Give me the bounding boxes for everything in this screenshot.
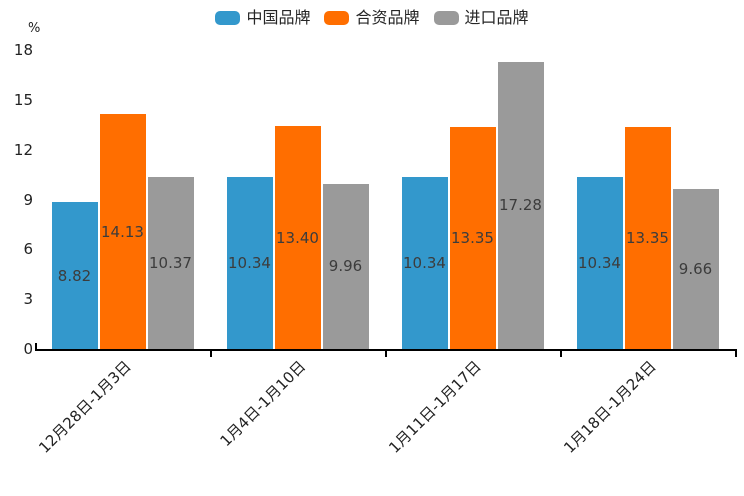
legend-item-label: 中国品牌 xyxy=(246,8,311,27)
bar-china-brands[interactable] xyxy=(401,177,448,349)
legend-swatch-icon xyxy=(433,11,459,25)
x-axis-tick xyxy=(210,351,212,357)
bar-china-brands[interactable] xyxy=(576,177,623,349)
x-axis-tick xyxy=(560,351,562,357)
bar-joint-venture-brands[interactable] xyxy=(99,114,146,349)
y-axis-tick-label: 9 xyxy=(23,190,33,209)
bar-import-brands[interactable] xyxy=(322,183,369,349)
bar-joint-venture-brands[interactable] xyxy=(449,127,496,349)
bar-value-label: 10.34 xyxy=(403,254,446,273)
legend-item-label: 合资品牌 xyxy=(355,8,420,27)
legend-item-china-brands[interactable]: 中国品牌 xyxy=(215,9,310,27)
bar-value-label: 13.40 xyxy=(276,228,319,247)
bar-import-brands[interactable] xyxy=(672,188,719,349)
bar-value-label: 10.34 xyxy=(228,254,271,273)
y-axis-tick-label: 6 xyxy=(23,240,33,259)
legend-item-import-brands[interactable]: 进口品牌 xyxy=(433,8,529,27)
y-axis-stub xyxy=(35,343,37,349)
bar-value-label: 13.35 xyxy=(626,229,669,248)
y-axis-tick-label: 3 xyxy=(23,290,33,309)
bar-joint-venture-brands[interactable] xyxy=(274,126,321,349)
x-axis-tick xyxy=(735,351,737,357)
bar-value-label: 10.37 xyxy=(149,253,192,272)
bar-value-label: 9.96 xyxy=(328,257,363,276)
legend-item-joint-venture-brands[interactable]: 合资品牌 xyxy=(324,8,420,27)
legend-item-label: 进口品牌 xyxy=(464,8,529,27)
legend-swatch-icon xyxy=(324,11,350,25)
legend-swatch-icon xyxy=(215,11,241,25)
bar-value-label: 8.82 xyxy=(57,266,92,285)
bar-value-label: 10.34 xyxy=(578,254,621,273)
y-axis-unit-label: % xyxy=(28,21,41,36)
x-axis-label: 1月18日-1月24日 xyxy=(560,357,660,457)
bar-china-brands[interactable] xyxy=(226,177,273,349)
x-axis-label: 1月4日-1月10日 xyxy=(216,357,310,451)
x-axis-label: 1月11日-1月17日 xyxy=(385,357,485,457)
x-axis-tick xyxy=(385,351,387,357)
y-axis-tick-label: 12 xyxy=(13,140,33,159)
x-axis-label: 12月28日-1月3日 xyxy=(35,357,135,457)
bar-value-label: 13.35 xyxy=(451,229,494,248)
bar-import-brands[interactable] xyxy=(497,61,544,349)
bar-joint-venture-brands[interactable] xyxy=(624,127,671,349)
bar-value-label: 14.13 xyxy=(101,222,144,241)
y-axis-tick-label: 18 xyxy=(13,41,33,59)
bar-value-label: 9.66 xyxy=(678,259,713,278)
chart-legend: 中国品牌 合资品牌 进口品牌 xyxy=(0,9,744,27)
y-axis-tick-label: 0 xyxy=(23,340,33,358)
bar-value-label: 17.28 xyxy=(499,196,542,215)
x-axis-line xyxy=(35,349,737,351)
y-axis-tick-label: 15 xyxy=(13,90,33,109)
bar-china-brands[interactable] xyxy=(51,202,98,349)
bar-import-brands[interactable] xyxy=(147,176,194,349)
